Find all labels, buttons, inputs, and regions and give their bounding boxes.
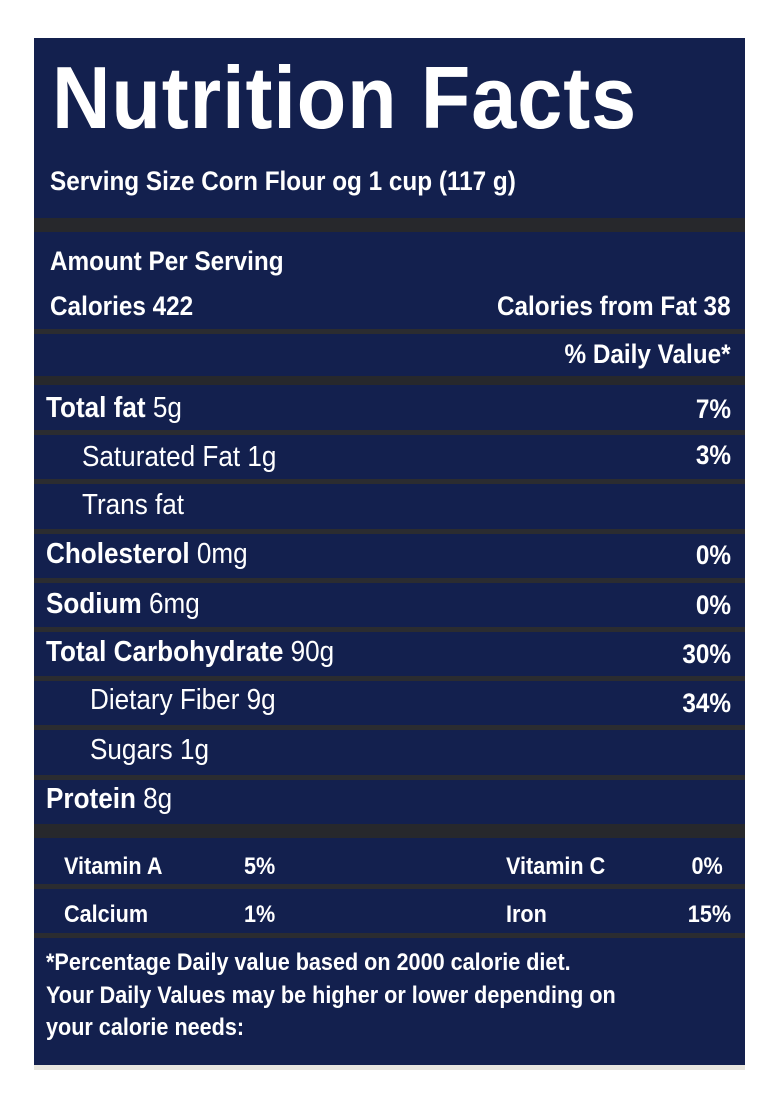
nutrient-name: Trans fat bbox=[82, 489, 185, 521]
nutrient-name: Total Carbohydrate bbox=[46, 636, 284, 668]
vitamin-name: Vitamin C bbox=[506, 853, 606, 880]
vitamin-value: 15% bbox=[687, 901, 731, 928]
nutrition-label: Nutrition Facts Serving Size Corn Flour … bbox=[34, 38, 745, 1065]
nutrient-row-dietary-fiber: Dietary Fiber 9g bbox=[90, 684, 276, 717]
thick-divider bbox=[34, 824, 745, 838]
divider bbox=[34, 578, 745, 583]
nutrient-name: Total fat bbox=[46, 392, 146, 424]
nutrient-dv: 30% bbox=[682, 639, 731, 669]
nutrient-amount: 5g bbox=[152, 392, 182, 424]
divider bbox=[34, 884, 745, 889]
nutrient-row-total-carbohydrate: Total Carbohydrate 90g bbox=[46, 636, 334, 669]
thick-divider bbox=[34, 376, 745, 385]
thick-divider bbox=[34, 218, 745, 232]
nutrient-dv: 34% bbox=[682, 688, 731, 718]
nutrient-dv: 0% bbox=[695, 590, 731, 620]
nutrient-row-trans-fat: Trans fat bbox=[82, 489, 184, 522]
nutrient-row-cholesterol: Cholesterol 0mg bbox=[46, 538, 248, 571]
vitamin-name: Iron bbox=[506, 901, 547, 928]
divider bbox=[34, 529, 745, 534]
nutrient-name: Cholesterol bbox=[46, 538, 190, 570]
footnote-line: *Percentage Daily value based on 2000 ca… bbox=[46, 949, 571, 976]
nutrient-row-protein: Protein 8g bbox=[46, 783, 172, 816]
nutrient-dv: 3% bbox=[695, 440, 731, 470]
nutrient-name: Sugars bbox=[90, 734, 173, 766]
nutrient-name: Protein bbox=[46, 783, 136, 815]
divider bbox=[34, 775, 745, 780]
divider bbox=[34, 479, 745, 484]
nutrient-amount: 0mg bbox=[196, 538, 248, 570]
vitamin-name: Calcium bbox=[64, 901, 149, 928]
nutrient-amount: 8g bbox=[143, 783, 173, 815]
nutrient-row-sugars: Sugars 1g bbox=[90, 734, 209, 767]
nutrient-amount: 9g bbox=[246, 684, 276, 716]
vitamin-name: Vitamin A bbox=[64, 853, 163, 880]
vitamin-value: 5% bbox=[244, 853, 276, 880]
nutrient-row-total-fat: Total fat 5g bbox=[46, 392, 182, 425]
footnote-line: your calorie needs: bbox=[46, 1014, 245, 1041]
nutrient-amount: 1g bbox=[247, 441, 277, 473]
vitamin-value: 0% bbox=[691, 853, 723, 880]
nutrient-amount: 6mg bbox=[148, 588, 200, 620]
footnote-line: Your Daily Values may be higher or lower… bbox=[46, 982, 616, 1009]
divider bbox=[34, 725, 745, 730]
calories: Calories 422 bbox=[50, 291, 194, 321]
daily-value-header: % Daily Value* bbox=[564, 339, 731, 369]
divider bbox=[34, 933, 745, 938]
nutrient-name: Saturated Fat bbox=[82, 441, 241, 473]
nutrient-dv: 7% bbox=[695, 394, 731, 424]
divider bbox=[34, 676, 745, 681]
nutrient-dv: 0% bbox=[695, 540, 731, 570]
nutrient-row-sodium: Sodium 6mg bbox=[46, 588, 200, 621]
label-title: Nutrition Facts bbox=[52, 48, 638, 147]
calories-from-fat: Calories from Fat 38 bbox=[497, 291, 731, 321]
nutrient-amount: 90g bbox=[290, 636, 335, 668]
amount-per-serving: Amount Per Serving bbox=[50, 246, 284, 276]
nutrient-row-saturated-fat: Saturated Fat 1g bbox=[82, 441, 276, 474]
divider bbox=[34, 329, 745, 334]
label-bottom-edge bbox=[34, 1065, 745, 1070]
nutrient-amount: 1g bbox=[179, 734, 209, 766]
nutrient-name: Dietary Fiber bbox=[90, 684, 240, 716]
serving-size: Serving Size Corn Flour og 1 cup (117 g) bbox=[50, 166, 516, 196]
divider bbox=[34, 627, 745, 632]
nutrient-name: Sodium bbox=[46, 588, 142, 620]
divider bbox=[34, 430, 745, 435]
vitamin-value: 1% bbox=[244, 901, 276, 928]
